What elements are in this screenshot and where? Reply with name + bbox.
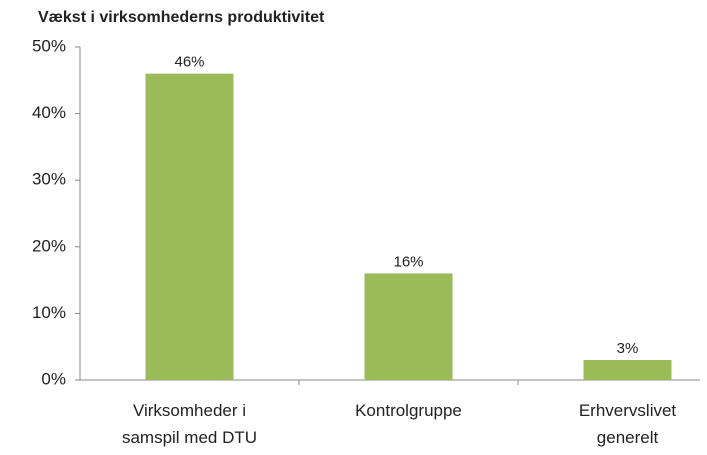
x-tick-label: Erhvervslivet generelt [579, 401, 677, 447]
y-tick-label: 40% [32, 103, 66, 122]
y-tick-label: 50% [32, 36, 66, 55]
y-tick-label: 10% [32, 303, 66, 322]
x-tick-label: Virksomheder i samspil med DTU [122, 401, 257, 447]
bar [364, 273, 453, 380]
x-tick-label: Kontrolgruppe [355, 401, 462, 420]
value-label: 46% [174, 54, 204, 71]
value-label: 3% [617, 340, 639, 357]
y-tick-label: 30% [32, 170, 66, 189]
value-label: 16% [393, 253, 423, 270]
y-tick-label: 20% [32, 236, 66, 255]
chart-title: Vækst i virksomhederns produktivitet [38, 9, 325, 26]
y-tick-label: 0% [41, 369, 66, 388]
bar [583, 360, 672, 380]
bar [145, 73, 234, 380]
